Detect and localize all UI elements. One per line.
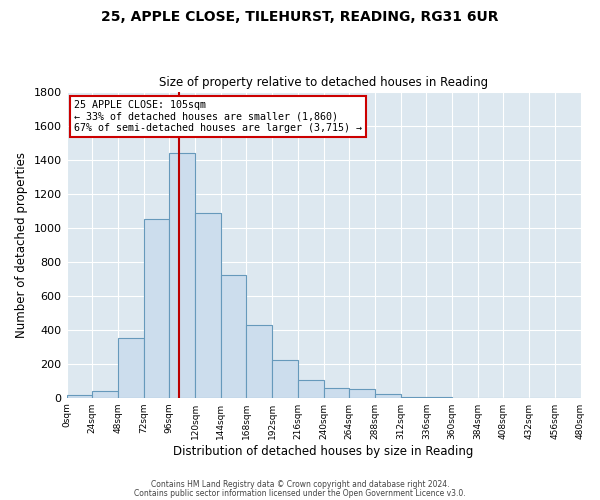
Title: Size of property relative to detached houses in Reading: Size of property relative to detached ho… [159, 76, 488, 90]
Text: Contains public sector information licensed under the Open Government Licence v3: Contains public sector information licen… [134, 488, 466, 498]
Bar [375, 394, 401, 398]
Text: Contains HM Land Registry data © Crown copyright and database right 2024.: Contains HM Land Registry data © Crown c… [151, 480, 449, 489]
Bar [118, 338, 143, 398]
Bar [349, 389, 375, 398]
Text: 25, APPLE CLOSE, TILEHURST, READING, RG31 6UR: 25, APPLE CLOSE, TILEHURST, READING, RG3… [101, 10, 499, 24]
Bar [247, 324, 272, 398]
Text: 25 APPLE CLOSE: 105sqm
← 33% of detached houses are smaller (1,860)
67% of semi-: 25 APPLE CLOSE: 105sqm ← 33% of detached… [74, 100, 362, 133]
Y-axis label: Number of detached properties: Number of detached properties [15, 152, 28, 338]
Bar [195, 212, 221, 398]
Bar [401, 397, 427, 398]
X-axis label: Distribution of detached houses by size in Reading: Distribution of detached houses by size … [173, 444, 474, 458]
Bar [92, 391, 118, 398]
Bar [298, 380, 323, 398]
Bar [67, 395, 92, 398]
Bar [272, 360, 298, 398]
Bar [221, 276, 247, 398]
Bar [169, 153, 195, 398]
Bar [143, 220, 169, 398]
Bar [323, 388, 349, 398]
